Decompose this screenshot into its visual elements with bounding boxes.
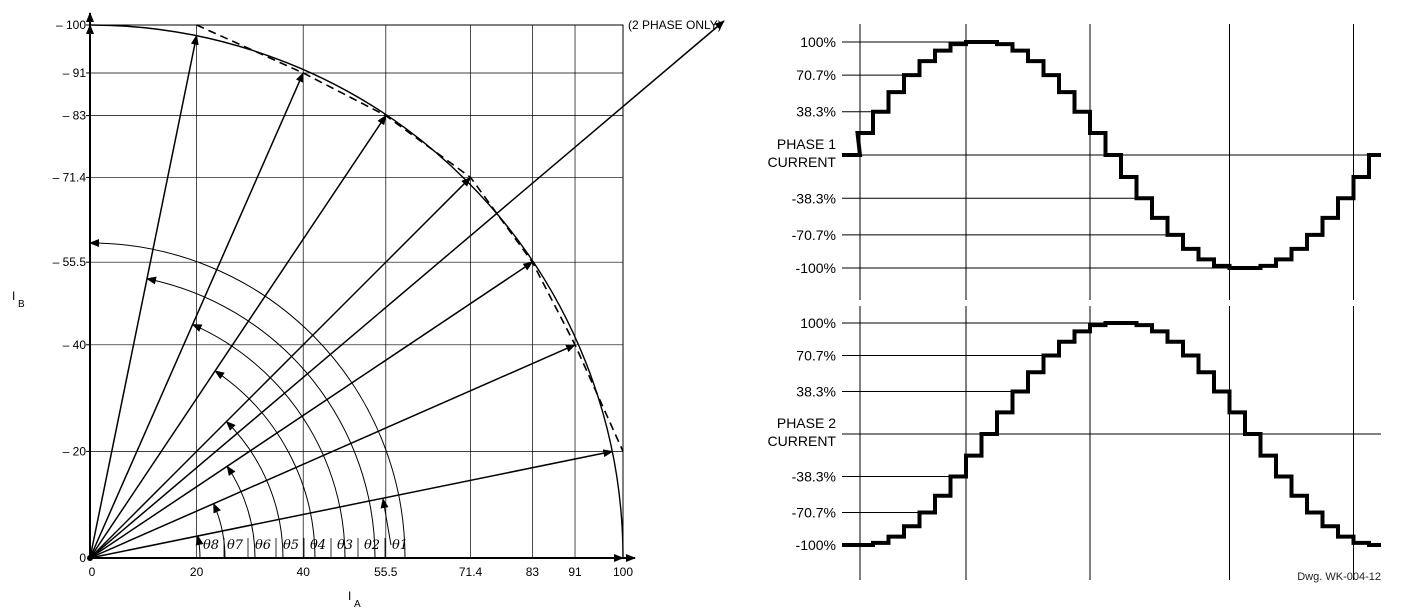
y-tick-label: – 100	[56, 18, 86, 32]
theta-label: θ7	[227, 538, 244, 553]
theta-label: θ3	[337, 538, 353, 553]
angle-arc	[146, 276, 376, 559]
level-label: -100%	[796, 260, 836, 276]
angle-arc	[191, 324, 346, 559]
y-tick-label: – 55.5	[53, 255, 87, 269]
x-tick-label: 20	[190, 565, 204, 579]
theta1-pointer	[380, 498, 392, 546]
y-axis-label: I	[12, 289, 15, 303]
level-label: 70.7%	[796, 67, 836, 83]
angle-labels: θ8 θ7 θ6 θ5 θ4 θ3 θ2 θ1	[203, 538, 408, 557]
level-label: 100%	[800, 34, 836, 50]
x-axis-label-subscript: A	[354, 599, 361, 610]
level-label: -38.3%	[792, 190, 836, 206]
theta-label: θ5	[283, 538, 299, 553]
current-vector	[89, 72, 304, 559]
level-label: 38.3%	[796, 104, 836, 120]
angle-arc	[214, 370, 316, 559]
level-label: -100%	[796, 537, 836, 553]
y-axis-label-subscript: B	[18, 299, 25, 310]
y-tick-label: 0	[79, 551, 86, 565]
x-tick-label: 40	[297, 565, 311, 579]
theta-label: θ2	[364, 538, 380, 553]
angle-arc	[226, 465, 256, 559]
phase-waveform	[842, 40, 1381, 270]
level-label: 100%	[800, 315, 836, 331]
phase-waveforms: 100% 70.7% 38.3% -38.3% -70.7% -100% PHASE 1 CU…	[768, 24, 1381, 580]
current-vector	[89, 114, 387, 559]
phase-label-line1: PHASE 2	[777, 415, 836, 431]
angle-arc	[225, 420, 284, 559]
theta-label: θ4	[310, 538, 326, 553]
current-vector	[89, 344, 576, 559]
level-label: 70.7%	[796, 348, 836, 364]
y-tick-label: – 40	[63, 338, 87, 352]
angle-arc	[195, 535, 204, 559]
theta-label: θ1	[392, 538, 408, 553]
vector-tick-labels: 00 20 – 20 40 – 40 55.5 – 55.5 71.4 – 71.4 83 – 83…	[53, 18, 634, 579]
x-tick-label: 55.5	[374, 565, 398, 579]
x-axis-label: I	[348, 589, 351, 603]
y-tick-label: – 91	[63, 66, 87, 80]
y-tick-label: – 20	[63, 444, 87, 458]
two-phase-annotation: (2 PHASE ONLY)	[628, 18, 722, 32]
x-tick-label: 83	[526, 565, 540, 579]
current-vector	[89, 261, 534, 559]
origin-dot	[87, 555, 93, 561]
phase-label-line2: CURRENT	[768, 433, 837, 449]
phase-label-line1: PHASE 1	[777, 136, 836, 152]
phase-label-line2: CURRENT	[768, 154, 837, 170]
x-tick-label: 0	[89, 565, 96, 579]
angle-arc	[213, 502, 226, 559]
x-tick-label: 91	[568, 565, 582, 579]
x-tick-label: 71.4	[459, 565, 483, 579]
x-tick-label: 100	[613, 565, 633, 579]
current-vector	[89, 176, 472, 559]
level-label: -38.3%	[792, 469, 836, 485]
phase-waveform	[842, 321, 1381, 547]
two-phase-vector	[89, 20, 725, 559]
level-label: -70.7%	[792, 504, 836, 520]
vector-axes	[86, 12, 636, 562]
theta-label: θ6	[255, 538, 271, 553]
y-tick-label: – 71.4	[53, 170, 87, 184]
current-vector	[89, 449, 614, 559]
drawing-number: Dwg. WK-004-12	[1297, 571, 1381, 583]
level-label: 38.3%	[796, 383, 836, 399]
level-label: -70.7%	[792, 227, 836, 243]
theta-label: θ8	[203, 538, 219, 553]
current-vector	[89, 34, 199, 559]
y-tick-label: – 83	[63, 109, 87, 123]
